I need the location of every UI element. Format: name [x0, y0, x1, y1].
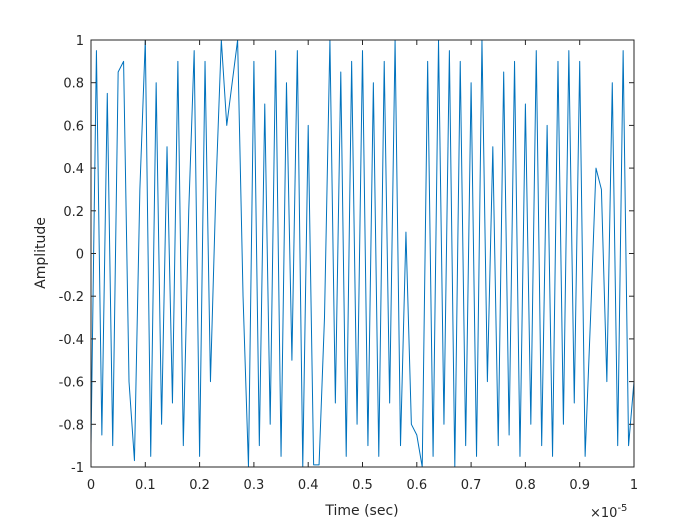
x-tick-label: 0.9	[569, 478, 590, 493]
y-tick-label: 0.2	[63, 205, 84, 220]
plot-area	[90, 39, 635, 468]
y-tick-label: 0.8	[63, 77, 84, 92]
signal-line	[90, 39, 635, 468]
y-axis-label: Amplitude	[33, 217, 49, 289]
y-tick-label: -1	[71, 461, 84, 476]
y-tick-label: -0.2	[59, 290, 84, 305]
x-tick-label: 1	[630, 478, 638, 493]
x-tick-label: 0.5	[352, 478, 373, 493]
y-tick-label: -0.8	[59, 418, 84, 433]
y-tick-label: 0.4	[63, 162, 84, 177]
multiplier-base: ×10	[590, 506, 617, 521]
x-tick-label: 0.4	[298, 478, 319, 493]
x-tick-label: 0.3	[244, 478, 265, 493]
x-axis-label: Time (sec)	[324, 503, 398, 519]
y-tick-label: 0	[76, 248, 84, 263]
x-tick-label: 0.8	[515, 478, 536, 493]
x-tick-label: 0.1	[135, 478, 156, 493]
multiplier-exponent: -5	[617, 503, 627, 514]
y-tick-label: 0.6	[63, 119, 84, 134]
x-tick-label: 0	[87, 478, 95, 493]
x-tick-label: 0.7	[461, 478, 482, 493]
y-tick-label: 1	[76, 34, 84, 49]
x-multiplier: ×10-5	[590, 503, 627, 521]
x-tick-label: 0.6	[406, 478, 427, 493]
axes-background	[91, 40, 634, 467]
x-tick-label: 0.2	[189, 478, 210, 493]
y-tick-label: -0.4	[59, 333, 84, 348]
y-tick-label: -0.6	[59, 376, 84, 391]
